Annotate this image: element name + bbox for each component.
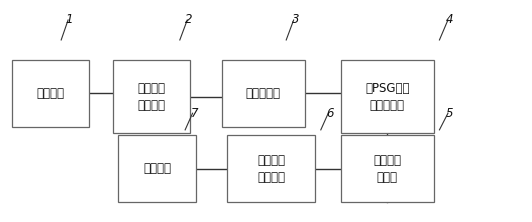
Text: 烧结设备: 烧结设备 [143,162,171,175]
Text: 第二丝网
印刷设备: 第二丝网 印刷设备 [257,154,285,184]
Text: 3: 3 [292,14,299,26]
Text: 1: 1 [65,14,73,26]
Text: 4: 4 [446,14,453,26]
Text: 2: 2 [185,14,193,26]
Bar [113,60,190,133]
Bar [340,60,434,133]
Bar [118,135,195,202]
Text: 制绒设备: 制绒设备 [37,87,64,100]
Text: 减反膜沉
积设备: 减反膜沉 积设备 [373,154,401,184]
Text: 去PSG和边
缘刻蚀设备: 去PSG和边 缘刻蚀设备 [365,81,410,112]
Bar [12,60,89,127]
Text: 5: 5 [446,107,453,120]
Bar [222,60,304,127]
Text: 第一丝网
印刷设备: 第一丝网 印刷设备 [138,81,165,112]
Bar [228,135,315,202]
Text: 6: 6 [326,107,334,120]
Text: 7: 7 [190,107,198,120]
Bar [340,135,434,202]
Text: 热扩散设备: 热扩散设备 [246,87,281,100]
